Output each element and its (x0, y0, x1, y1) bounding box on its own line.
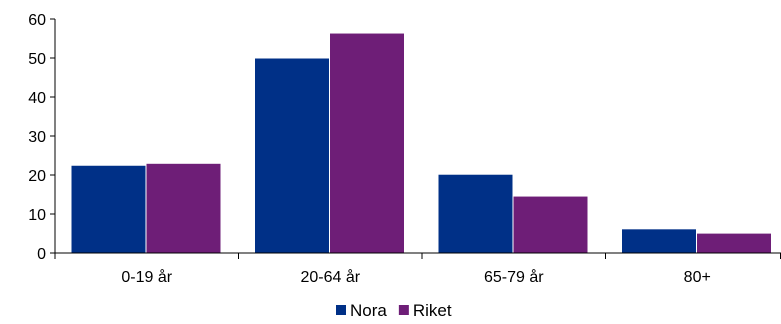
legend-label: Nora (350, 301, 387, 320)
bar-nora-2 (437, 173, 514, 254)
bar-nora-3 (621, 228, 697, 254)
y-tick-label: 20 (28, 168, 46, 185)
y-tick-label: 50 (28, 51, 46, 68)
y-tick-label: 10 (28, 207, 46, 224)
legend-swatch (398, 305, 409, 315)
legend-label: Riket (413, 301, 452, 320)
bar-riket-1 (329, 32, 405, 254)
y-tick-label: 40 (28, 90, 46, 107)
x-tick-label: 65-79 år (484, 268, 544, 286)
legend: Nora Riket (336, 301, 452, 320)
legend-swatch (336, 305, 346, 315)
bars (70, 32, 772, 254)
bar-nora-0 (70, 164, 147, 254)
bar-nora-1 (254, 57, 330, 254)
legend-item-nora: Nora (336, 301, 387, 320)
x-tick-label: 80+ (684, 269, 711, 286)
legend-item-riket: Riket (398, 301, 452, 320)
y-axis: 0 10 20 30 40 50 60 (28, 12, 56, 263)
y-tick-label: 60 (28, 12, 46, 29)
bar-riket-3 (696, 232, 772, 254)
bar-riket-0 (145, 162, 222, 254)
x-tick-label: 20-64 år (300, 268, 360, 286)
x-tick-label: 0-19 år (121, 268, 172, 286)
y-tick-label: 30 (28, 129, 46, 146)
bar-riket-2 (512, 195, 589, 254)
y-tick-label: 0 (37, 246, 46, 263)
x-axis: 0-19 år 20-64 år 65-79 år 80+ (54, 252, 781, 286)
